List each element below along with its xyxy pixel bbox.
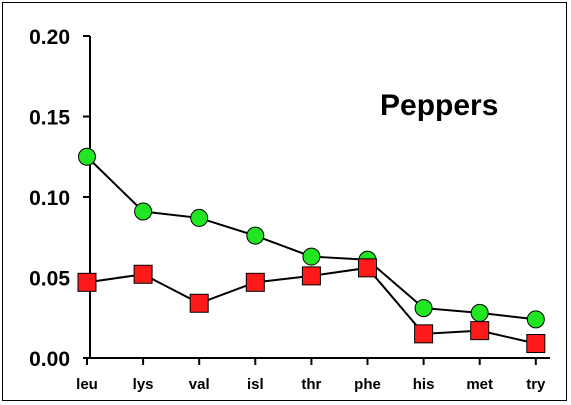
series-2-point [245, 272, 265, 292]
series-2-point [133, 264, 153, 284]
series-group [77, 147, 546, 354]
series-2-point [414, 324, 434, 344]
x-tick-label: his [413, 376, 435, 393]
x-tick-label: isl [247, 376, 264, 393]
y-tick-label: 0.00 [29, 348, 70, 371]
series-1-point [190, 208, 209, 227]
series-1-point [302, 247, 321, 266]
x-tick-label: met [466, 376, 493, 393]
x-tick-label: phe [354, 376, 381, 393]
series-2-point [301, 266, 321, 286]
x-tick-label: thr [301, 376, 321, 393]
y-tick-label: 0.05 [29, 268, 70, 291]
series-1-point [526, 310, 545, 329]
series-2-point [470, 321, 490, 341]
y-tick-label: 0.10 [29, 187, 70, 210]
x-axis-ticks: leu lys val isl thr phe his met try [76, 358, 546, 393]
x-tick-label: leu [76, 376, 98, 393]
series-1-point [246, 226, 265, 245]
series-2-point [358, 258, 377, 278]
series-2-point [77, 272, 97, 292]
series-2-point [526, 334, 546, 354]
series-1-point [470, 303, 489, 322]
series-1-line [86, 156, 536, 321]
y-tick-label: 0.20 [29, 26, 70, 49]
x-tick-label: try [526, 376, 546, 393]
y-axis-ticks: 0.00 0.05 0.10 0.15 0.20 [29, 26, 90, 371]
series-1-point [414, 299, 433, 318]
x-tick-label: val [189, 376, 210, 393]
y-tick-label: 0.15 [29, 107, 70, 130]
series-2-point [189, 293, 209, 313]
series-1-point [134, 202, 153, 221]
series-1-point [78, 147, 96, 166]
chart-title: Peppers [380, 89, 498, 122]
x-tick-label: lys [133, 376, 154, 393]
